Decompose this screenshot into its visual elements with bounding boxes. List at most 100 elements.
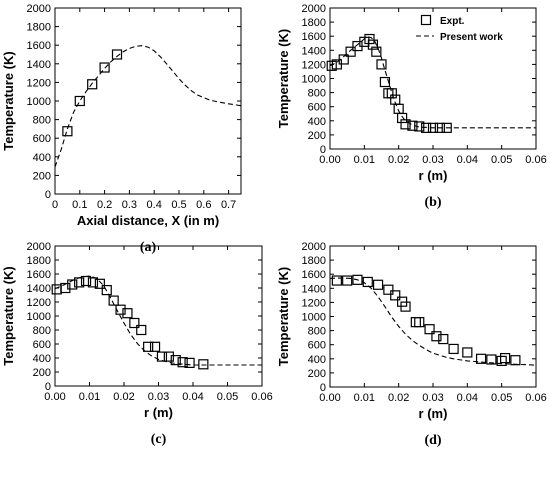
data-point bbox=[400, 301, 411, 312]
data-point bbox=[372, 279, 384, 290]
y-tick-label: 0 bbox=[320, 382, 326, 394]
data-point bbox=[163, 351, 174, 362]
data-point bbox=[379, 76, 391, 88]
data-point bbox=[448, 343, 459, 355]
data-point bbox=[177, 357, 188, 368]
data-point bbox=[51, 284, 62, 295]
data-point bbox=[486, 354, 497, 365]
y-tick-label: 400 bbox=[33, 152, 51, 164]
data-point bbox=[60, 282, 71, 294]
y-tick-label: 1200 bbox=[302, 59, 326, 71]
x-tick-label: 0.1 bbox=[72, 199, 87, 211]
x-tick-label: 0.04 bbox=[182, 391, 203, 403]
panel-label: (c) bbox=[151, 432, 167, 447]
x-tick-label: 0.04 bbox=[457, 392, 478, 404]
x-axis-label: r (m) bbox=[144, 405, 173, 420]
data-point bbox=[143, 341, 154, 352]
y-tick-label: 200 bbox=[33, 367, 51, 379]
data-point bbox=[136, 324, 147, 336]
x-axis-label: Axial distance, X (in m) bbox=[77, 213, 219, 228]
y-tick-label: 600 bbox=[308, 340, 326, 352]
data-point bbox=[390, 290, 401, 301]
y-tick-label: 1400 bbox=[27, 59, 51, 71]
data-point bbox=[414, 121, 425, 132]
legend-label: Expt. bbox=[440, 16, 465, 27]
x-tick-label: 0.03 bbox=[148, 391, 169, 403]
y-tick-label: 2000 bbox=[302, 3, 326, 15]
x-axis-label: r (m) bbox=[419, 168, 448, 183]
y-tick-label: 1600 bbox=[302, 31, 326, 43]
data-point bbox=[87, 277, 99, 288]
series-dashed-line bbox=[54, 45, 242, 168]
y-tick-label: 400 bbox=[308, 354, 326, 366]
data-point bbox=[331, 275, 342, 286]
x-axis-label: r (m) bbox=[419, 406, 448, 421]
data-point bbox=[170, 355, 181, 366]
legend-label: Present work bbox=[440, 32, 503, 43]
panel-label: (b) bbox=[424, 195, 441, 210]
data-point bbox=[111, 49, 123, 60]
y-axis-label: Temperature (K) bbox=[1, 266, 16, 365]
data-point bbox=[198, 359, 209, 370]
y-axis-label: Temperature (K) bbox=[1, 51, 16, 150]
data-point bbox=[410, 317, 421, 328]
y-tick-label: 1800 bbox=[302, 17, 326, 29]
data-point bbox=[371, 46, 382, 57]
data-point bbox=[122, 308, 133, 319]
x-tick-label: 0.06 bbox=[525, 392, 546, 404]
data-point bbox=[101, 285, 112, 296]
data-point bbox=[434, 122, 445, 133]
y-tick-label: 1200 bbox=[27, 77, 51, 89]
series-dashed-line bbox=[329, 36, 536, 129]
y-axis-label: Temperature (K) bbox=[276, 267, 291, 366]
y-tick-label: 1600 bbox=[27, 40, 51, 52]
y-tick-label: 2000 bbox=[27, 241, 51, 253]
data-point bbox=[407, 120, 418, 131]
x-tick-label: 0.03 bbox=[422, 392, 443, 404]
y-tick-label: 1800 bbox=[27, 255, 51, 267]
data-point bbox=[500, 352, 511, 364]
y-tick-label: 2000 bbox=[27, 3, 51, 15]
plot-frame bbox=[54, 245, 263, 387]
x-tick-label: 0.05 bbox=[491, 154, 512, 166]
y-axis-label: Temperature (K) bbox=[276, 29, 291, 128]
data-point bbox=[108, 295, 119, 306]
data-point bbox=[414, 317, 425, 328]
x-tick-label: 0.4 bbox=[147, 199, 162, 211]
x-tick-label: 0.00 bbox=[319, 392, 340, 404]
data-point bbox=[99, 62, 110, 73]
chart-panel-c: 0 200 400 600 800 1000 1200 1400 1600 1800 2000 0.0… bbox=[1, 241, 273, 447]
data-point bbox=[362, 276, 373, 288]
y-tick-label: 600 bbox=[33, 133, 51, 145]
y-tick-label: 1400 bbox=[27, 283, 51, 295]
x-tick-label: 0.03 bbox=[422, 154, 443, 166]
data-point bbox=[367, 39, 379, 50]
data-point bbox=[156, 351, 168, 362]
x-tick-label: 0.01 bbox=[354, 154, 375, 166]
y-tick-label: 1600 bbox=[302, 269, 326, 281]
y-tick-label: 800 bbox=[33, 325, 51, 337]
y-tick-label: 200 bbox=[308, 368, 326, 380]
y-tick-label: 1000 bbox=[302, 312, 326, 324]
y-tick-label: 1400 bbox=[302, 45, 326, 57]
x-tick-label: 0.02 bbox=[113, 391, 134, 403]
y-tick-label: 400 bbox=[33, 353, 51, 365]
panel-label: (a) bbox=[140, 240, 157, 255]
data-point bbox=[74, 95, 85, 107]
data-point bbox=[129, 317, 140, 329]
x-tick-label: 0.02 bbox=[388, 154, 409, 166]
y-tick-label: 1000 bbox=[27, 96, 51, 108]
data-point bbox=[383, 284, 394, 295]
series-dashed-line bbox=[329, 277, 537, 366]
data-point bbox=[364, 33, 375, 45]
x-tick-label: 0.01 bbox=[354, 392, 375, 404]
data-point bbox=[62, 126, 73, 137]
data-point bbox=[345, 46, 356, 57]
data-point bbox=[338, 54, 349, 65]
data-point bbox=[397, 112, 408, 124]
data-point bbox=[393, 103, 404, 114]
y-tick-label: 0 bbox=[320, 144, 326, 156]
x-tick-label: 0.2 bbox=[97, 199, 112, 211]
data-point bbox=[475, 353, 487, 364]
